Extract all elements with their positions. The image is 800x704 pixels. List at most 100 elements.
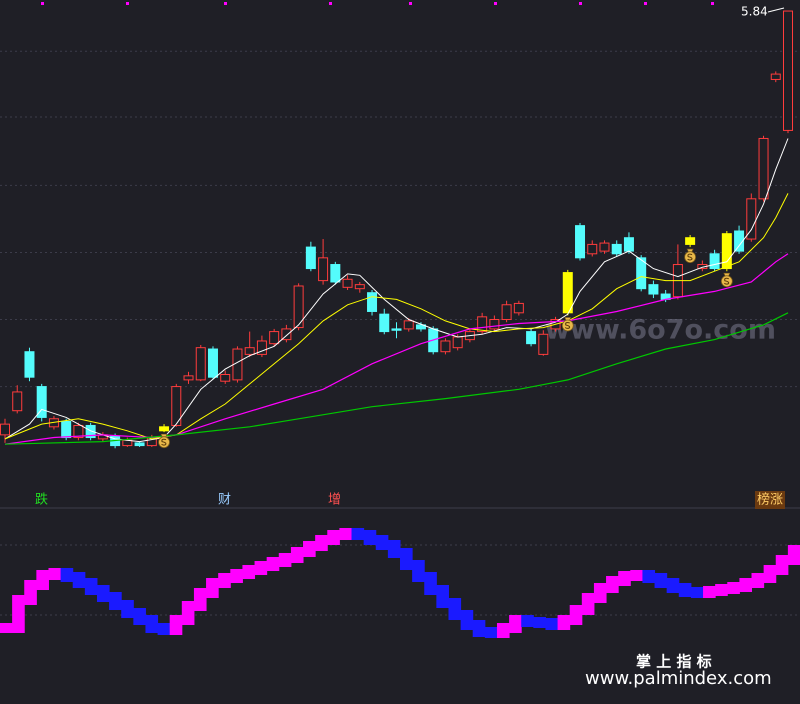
candle-body <box>354 284 365 290</box>
oscillator-step <box>509 615 522 633</box>
candle-body <box>623 237 634 252</box>
oscillator-step <box>400 548 413 570</box>
candle-body <box>195 347 206 381</box>
oscillator-step <box>533 617 546 628</box>
oscillator-step <box>424 572 437 595</box>
oscillator-step <box>24 580 37 605</box>
oscillator-step <box>412 560 425 582</box>
oscillator-step <box>72 572 86 588</box>
oscillator-step <box>303 541 316 557</box>
icon-sign <box>161 438 167 446</box>
candle-body <box>685 237 696 245</box>
oscillator-step <box>436 585 449 608</box>
candle-body <box>367 292 378 312</box>
dot <box>409 2 412 5</box>
candle-body <box>244 347 255 355</box>
signal-marker: 增 <box>328 493 341 508</box>
candle-body <box>758 137 769 200</box>
oscillator-step <box>775 555 789 575</box>
candle-body <box>746 198 757 240</box>
signal-marker-box <box>755 491 785 509</box>
candle-body <box>318 257 329 282</box>
watermark-site: www.6o7o.com <box>545 315 776 346</box>
oscillator-step <box>121 600 134 618</box>
oscillator-step <box>581 593 595 615</box>
oscillator-step <box>715 584 728 596</box>
candle-body <box>526 331 537 345</box>
candle-body <box>171 386 182 426</box>
watermark-url: www.palmindex.com <box>585 668 772 689</box>
candle-body <box>611 243 622 255</box>
money-bag-icon <box>561 317 574 332</box>
oscillator-step <box>545 618 559 630</box>
oscillator-step <box>678 583 692 597</box>
oscillator-step <box>351 528 365 540</box>
max-price-pointer <box>767 7 785 13</box>
oscillator-step <box>593 583 607 603</box>
money-bag-icon <box>158 433 170 449</box>
oscillator-step <box>230 569 243 583</box>
price-pane <box>0 10 793 449</box>
candle-body <box>269 331 280 345</box>
candle-body <box>734 230 745 252</box>
signal-marker: 财 <box>218 493 231 508</box>
oscillator-step <box>472 620 486 637</box>
dot <box>579 2 582 5</box>
candle-body <box>562 272 573 314</box>
candle-body <box>134 442 145 447</box>
top-dots <box>41 2 714 5</box>
oscillator-step <box>278 553 292 567</box>
oscillator-step <box>739 578 753 592</box>
moving-average-line <box>4 138 789 443</box>
candle-body <box>415 324 426 330</box>
oscillator-step <box>557 615 571 630</box>
oscillator-step <box>787 545 800 565</box>
signal-marker: 榜涨 <box>757 492 783 508</box>
candle-body <box>538 333 549 355</box>
candle-body <box>452 336 463 349</box>
oscillator-step <box>181 601 195 625</box>
candle-body <box>770 73 781 80</box>
oscillator-step <box>751 573 765 588</box>
candle-body <box>489 319 500 330</box>
candle-body <box>636 257 647 290</box>
oscillator-step <box>206 578 219 598</box>
oscillator-step <box>727 582 740 594</box>
oscillator-step <box>84 578 98 595</box>
dot <box>644 2 647 5</box>
icon-sign <box>723 277 730 285</box>
candle-body <box>256 340 267 355</box>
oscillator-step <box>496 623 510 638</box>
candle-body <box>0 423 10 436</box>
oscillator-step <box>242 565 256 579</box>
candle-body <box>24 351 35 378</box>
candle-body <box>587 243 598 255</box>
candle-body <box>73 424 84 439</box>
oscillator-step <box>763 565 777 583</box>
candle-body <box>783 10 793 131</box>
dot <box>126 2 129 5</box>
icon-sign <box>687 253 693 261</box>
oscillator-step <box>169 615 183 635</box>
oscillator-step <box>618 571 631 586</box>
moving-average-line <box>4 193 789 440</box>
oscillator-step <box>690 587 704 598</box>
oscillator-step <box>654 573 668 588</box>
oscillator-step <box>606 576 619 593</box>
dot <box>41 2 44 5</box>
oscillator-step <box>12 595 25 633</box>
oscillator-step <box>133 608 146 625</box>
candle-body <box>709 253 720 270</box>
oscillator-step <box>484 627 498 638</box>
oscillator-step <box>36 570 49 590</box>
money-bag-icon <box>720 272 733 288</box>
max-price-label: 5.84 <box>741 5 768 19</box>
candle-body <box>575 225 586 259</box>
candle-body <box>648 284 659 295</box>
candle-body <box>281 328 292 341</box>
candle-body <box>342 278 353 288</box>
oscillator-step <box>339 528 353 540</box>
candle-body <box>207 348 218 378</box>
oscillator-step <box>60 568 74 582</box>
